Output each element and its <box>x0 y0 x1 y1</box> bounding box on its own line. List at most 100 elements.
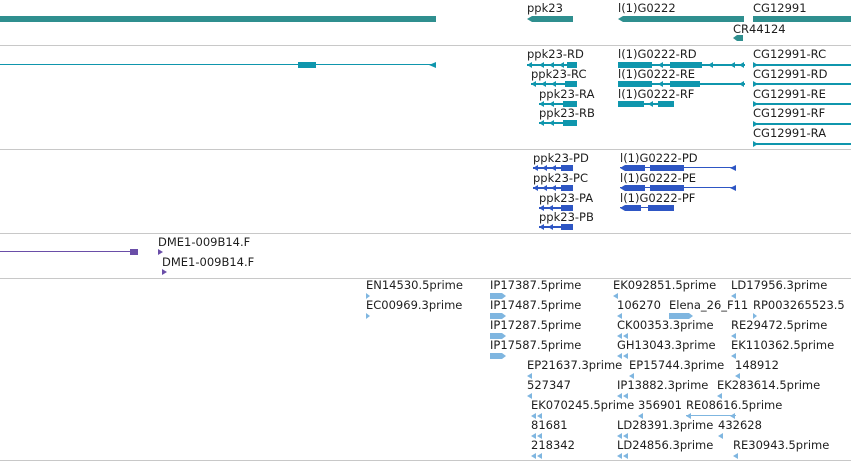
est-label: IP13882.3prime <box>617 378 709 392</box>
est-feature[interactable] <box>490 353 506 359</box>
est-label: EP15744.3prime <box>629 358 725 372</box>
est-feature[interactable] <box>617 353 631 359</box>
est-feature[interactable] <box>753 313 757 319</box>
est-feature[interactable] <box>731 333 736 339</box>
transcript-label-cg-rc: CG12991-RC <box>753 47 827 61</box>
transcript-feature-lg-rd[interactable] <box>618 62 745 68</box>
est-label: 527347 <box>527 378 571 392</box>
est-feature[interactable] <box>531 433 545 439</box>
transcript-feature-ppk23-rd[interactable] <box>527 62 577 68</box>
protein-feature-ppk23-pb[interactable] <box>539 224 573 230</box>
est-feature[interactable] <box>490 313 506 319</box>
est-feature[interactable] <box>717 393 722 399</box>
transcript-feature-cg-rd[interactable] <box>753 81 851 87</box>
est-feature[interactable] <box>531 413 545 419</box>
gene-feature-lg0222[interactable] <box>618 16 744 22</box>
gene-feature-ppk23[interactable] <box>527 16 573 22</box>
transcript-feature-cg-re[interactable] <box>753 101 851 107</box>
clone-feature-2[interactable] <box>162 269 167 275</box>
transcript-label-ppk23-rd: ppk23-RD <box>527 47 584 61</box>
transcript-label-cg-rd: CG12991-RD <box>753 67 828 81</box>
transcript-feature-cg-rf[interactable] <box>753 121 851 127</box>
transcript-label-cg-rf: CG12991-RF <box>753 106 826 120</box>
protein-feature-ppk23-pa[interactable] <box>539 205 573 211</box>
protein-feature-lg-pf[interactable] <box>620 205 674 211</box>
est-feature[interactable] <box>617 453 631 459</box>
transcript-feature-lg-re[interactable] <box>618 81 745 87</box>
est-feature[interactable] <box>629 373 634 379</box>
est-feature[interactable] <box>366 293 370 299</box>
est-feature[interactable] <box>735 373 740 379</box>
clone-feature-1[interactable] <box>158 249 163 255</box>
transcript-feature-cg-ra[interactable] <box>753 141 851 147</box>
est-label: GH13043.3prime <box>617 338 716 352</box>
clone-label-2: DME1-009B14.F <box>162 255 255 269</box>
transcript-feature-ppk23-rc[interactable] <box>531 81 577 87</box>
gene-feature-cg12991[interactable] <box>753 16 851 22</box>
transcript-label-ppk23-ra: ppk23-RA <box>539 87 595 101</box>
transcript-label-cg-ra: CG12991-RA <box>753 126 827 140</box>
gene-label-ppk23: ppk23 <box>527 1 563 15</box>
est-feature[interactable] <box>731 353 736 359</box>
track-separator <box>0 45 851 46</box>
track-separator <box>0 149 851 150</box>
protein-label-lg-pd: l(1)G0222-PD <box>620 151 698 165</box>
gene-track: ppk23 l(1)G0222 CG12991 CR44124 <box>0 0 851 45</box>
protein-label-ppk23-pd: ppk23-PD <box>533 151 589 165</box>
est-feature[interactable] <box>527 373 532 379</box>
est-label: RE30943.5prime <box>733 438 830 452</box>
transcript-feature-cg-rc[interactable] <box>753 62 851 68</box>
est-label: EP21637.3prime <box>527 358 623 372</box>
est-label: 106270 <box>617 298 661 312</box>
est-label: EC00969.3prime <box>366 298 463 312</box>
est-label: IP17487.5prime <box>490 298 582 312</box>
est-feature[interactable] <box>613 293 618 299</box>
est-feature[interactable] <box>527 393 532 399</box>
est-feature[interactable] <box>617 313 622 319</box>
protein-label-ppk23-pa: ppk23-PA <box>539 191 594 205</box>
est-feature[interactable] <box>718 433 723 439</box>
est-label: EK070245.5prime <box>531 398 635 412</box>
est-label: 218342 <box>531 438 575 452</box>
est-feature[interactable] <box>617 393 631 399</box>
est-label: IP17587.5prime <box>490 338 582 352</box>
est-label: LD24856.3prime <box>617 438 714 452</box>
track-separator <box>0 233 851 234</box>
est-label: RE29472.5prime <box>731 318 828 332</box>
transcript-label-cg-re: CG12991-RE <box>753 87 826 101</box>
transcript-feature-ppk23-ra[interactable] <box>539 101 577 107</box>
est-feature[interactable] <box>617 333 631 339</box>
est-feature[interactable] <box>686 413 736 419</box>
est-label: 432628 <box>718 418 762 432</box>
est-feature[interactable] <box>733 453 738 459</box>
est-feature[interactable] <box>366 313 370 319</box>
est-feature[interactable] <box>617 433 631 439</box>
transcript-feature-lg-rf[interactable] <box>618 101 674 107</box>
transcript-label-lg-rf: l(1)G0222-RF <box>618 87 695 101</box>
est-label: 148912 <box>735 358 779 372</box>
protein-feature-ppk23-pd[interactable] <box>533 165 573 171</box>
transcript-feature-left[interactable] <box>0 62 436 68</box>
transcript-label-lg-rd: l(1)G0222-RD <box>618 47 697 61</box>
protein-feature-ppk23-pc[interactable] <box>533 185 573 191</box>
protein-label-lg-pe: l(1)G0222-PE <box>620 171 697 185</box>
est-feature[interactable] <box>669 313 693 319</box>
est-label: LD28391.3prime <box>617 418 714 432</box>
protein-feature-lg-pd[interactable] <box>620 165 736 171</box>
est-label: EK283614.5prime <box>717 378 821 392</box>
est-label: LD17956.3prime <box>731 279 828 292</box>
est-label: IP17287.5prime <box>490 318 582 332</box>
gene-feature-cr44124[interactable] <box>733 35 743 41</box>
est-feature[interactable] <box>638 413 643 419</box>
est-label: 356901 <box>638 398 682 412</box>
est-label: RE08616.5prime <box>686 398 783 412</box>
gene-feature-left[interactable] <box>0 16 436 22</box>
clone-feature-long[interactable] <box>0 249 138 255</box>
transcript-feature-ppk23-rb[interactable] <box>539 120 577 126</box>
est-feature[interactable] <box>531 453 545 459</box>
protein-feature-lg-pe[interactable] <box>620 185 736 191</box>
est-label: Elena_26_F11 <box>669 298 749 312</box>
est-feature[interactable] <box>490 333 506 339</box>
est-feature[interactable] <box>490 293 506 299</box>
est-feature[interactable] <box>731 293 736 299</box>
